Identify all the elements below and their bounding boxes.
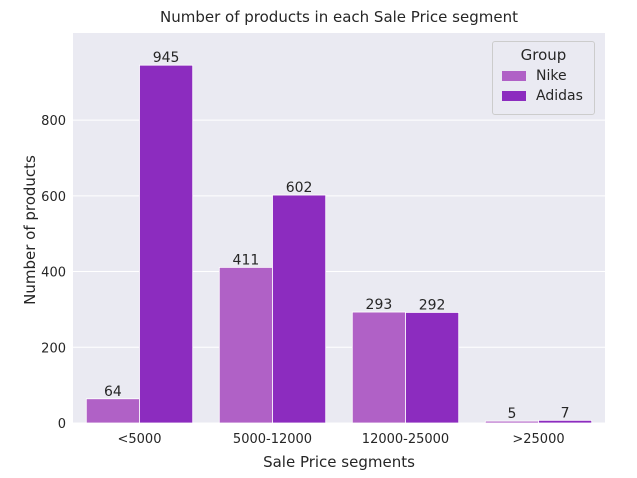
chart-title: Number of products in each Sale Price se… xyxy=(160,8,518,26)
y-tick-label: 0 xyxy=(58,417,66,432)
y-tick-label: 400 xyxy=(41,266,66,281)
y-tick-label: 200 xyxy=(41,341,66,356)
x-tick-label: 5000-12000 xyxy=(233,432,312,447)
bar-adidas xyxy=(272,194,327,424)
bar-nike xyxy=(351,311,406,424)
x-tick-label: <5000 xyxy=(118,432,162,447)
data-label: 411 xyxy=(233,252,260,268)
legend-swatch-adidas xyxy=(502,90,526,101)
tick-labels: 0 200 400 600 800 <5000 5000-12000 12000-25000 >… xyxy=(41,114,564,447)
x-tick-label: 12000-25000 xyxy=(362,432,449,447)
legend-swatch-nike xyxy=(502,70,526,81)
data-label: 292 xyxy=(419,297,446,313)
bar-adidas xyxy=(538,419,593,424)
y-tick-label: 800 xyxy=(41,114,66,129)
legend-title: Group xyxy=(520,46,567,64)
data-labels: 64 945 411 602 293 292 5 7 xyxy=(104,50,570,422)
x-axis-label: Sale Price segments xyxy=(263,453,415,471)
bar-nike xyxy=(85,398,140,424)
legend-label-nike: Nike xyxy=(536,67,567,84)
legend-label-adidas: Adidas xyxy=(536,87,583,104)
data-label: 945 xyxy=(153,50,180,66)
data-label: 293 xyxy=(366,297,393,313)
y-axis-label: Number of products xyxy=(21,155,39,305)
bar-adidas xyxy=(139,64,194,424)
bar-nike xyxy=(218,266,273,424)
data-label: 5 xyxy=(507,406,516,422)
bars xyxy=(85,64,593,424)
bar-adidas xyxy=(405,312,460,424)
legend: Group Nike Adidas xyxy=(492,41,595,115)
x-tick-label: >25000 xyxy=(512,432,564,447)
legend-item-nike: Nike xyxy=(502,67,594,84)
data-label: 64 xyxy=(104,384,122,400)
legend-item-adidas: Adidas xyxy=(502,87,594,104)
data-label: 602 xyxy=(286,180,313,196)
y-tick-label: 600 xyxy=(41,190,66,205)
data-label: 7 xyxy=(561,405,570,421)
